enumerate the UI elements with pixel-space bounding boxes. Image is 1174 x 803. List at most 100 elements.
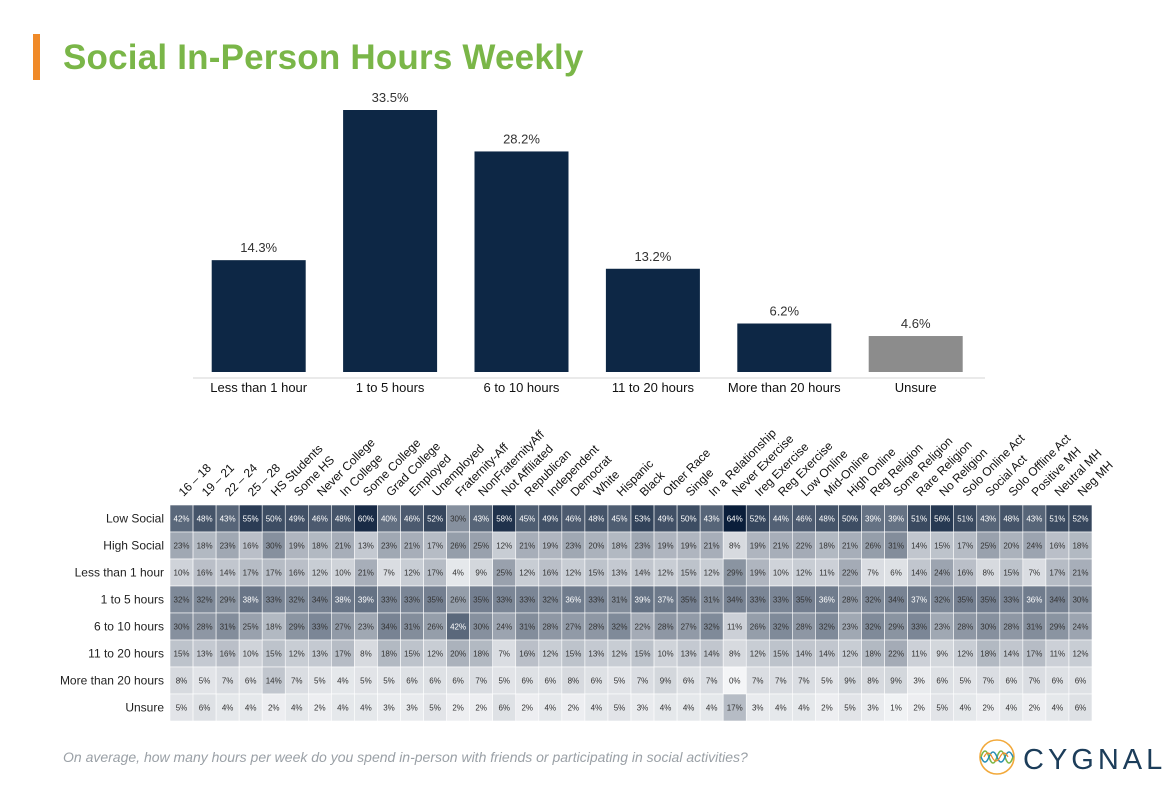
cell-value: 2% — [475, 704, 487, 713]
cell-value: 32% — [197, 596, 213, 605]
cell-value: 4% — [360, 704, 372, 713]
bar-value-label: 6.2% — [769, 304, 799, 319]
row-label: More than 20 hours — [60, 674, 164, 688]
cell-value: 6% — [890, 569, 902, 578]
x-tick-label: 1 to 5 hours — [356, 380, 425, 395]
cell-value: 29% — [1049, 623, 1065, 632]
cell-value: 34% — [1049, 596, 1065, 605]
cell-value: 16% — [197, 569, 213, 578]
cell-value: 8% — [867, 677, 879, 686]
bar-value-label: 13.2% — [634, 249, 671, 264]
cell-value: 16% — [289, 569, 305, 578]
x-tick-label: Unsure — [895, 380, 937, 395]
cell-value: 33% — [312, 623, 328, 632]
cell-value: 8% — [568, 677, 580, 686]
title-accent-bar — [33, 34, 40, 80]
cell-value: 3% — [406, 704, 418, 713]
bar-value-label: 33.5% — [372, 90, 409, 105]
cell-value: 30% — [1072, 596, 1088, 605]
cell-value: 32% — [773, 623, 789, 632]
cell-value: 20% — [450, 650, 466, 659]
cell-value: 6% — [498, 704, 510, 713]
cell-value: 36% — [819, 596, 835, 605]
cell-value: 21% — [335, 542, 351, 551]
cell-value: 11% — [727, 623, 742, 632]
cell-value: 23% — [358, 623, 374, 632]
cell-value: 49% — [658, 515, 674, 524]
cell-value: 17% — [427, 569, 443, 578]
cell-value: 14% — [819, 650, 835, 659]
cell-value: 7% — [1029, 677, 1041, 686]
cell-value: 16% — [957, 569, 973, 578]
cell-value: 35% — [681, 596, 697, 605]
cell-value: 20% — [588, 542, 604, 551]
cell-value: 3% — [383, 704, 395, 713]
cell-value: 3% — [752, 704, 764, 713]
cell-value: 4% — [1006, 704, 1018, 713]
cell-value: 7% — [706, 677, 718, 686]
cell-value: 12% — [496, 542, 512, 551]
cell-value: 5% — [936, 704, 948, 713]
cell-value: 7% — [383, 569, 395, 578]
cell-value: 34% — [727, 596, 743, 605]
cell-value: 28% — [957, 623, 973, 632]
cell-value: 2% — [452, 704, 464, 713]
cell-value: 5% — [429, 704, 441, 713]
cell-value: 19% — [750, 542, 766, 551]
cell-value: 25% — [496, 569, 512, 578]
cell-value: 31% — [220, 623, 236, 632]
cell-value: 21% — [519, 542, 535, 551]
cell-value: 31% — [1026, 623, 1042, 632]
cell-value: 6% — [452, 677, 464, 686]
cell-value: 15% — [934, 542, 950, 551]
cell-value: 4% — [706, 704, 718, 713]
bar — [868, 336, 963, 372]
cell-value: 45% — [611, 515, 627, 524]
cell-value: 19% — [658, 542, 674, 551]
cell-value: 7% — [982, 677, 994, 686]
cell-value: 12% — [704, 569, 720, 578]
cell-value: 34% — [381, 623, 397, 632]
bar — [343, 110, 438, 372]
cell-value: 28% — [842, 596, 858, 605]
cell-value: 5% — [176, 704, 188, 713]
cell-value: 31% — [888, 542, 904, 551]
cell-value: 13% — [197, 650, 213, 659]
cell-value: 4% — [452, 569, 464, 578]
cell-value: 9% — [844, 677, 856, 686]
bar — [474, 151, 569, 372]
cell-value: 43% — [473, 515, 489, 524]
cell-value: 33% — [519, 596, 535, 605]
cell-value: 6% — [683, 677, 695, 686]
cell-value: 3% — [867, 704, 879, 713]
cell-value: 43% — [704, 515, 720, 524]
bar — [605, 268, 700, 372]
chart-canvas: 14.3% Less than 1 hour 33.5% 1 to 5 hours 28… — [60, 90, 1116, 722]
cell-value: 44% — [773, 515, 789, 524]
cell-value: 12% — [289, 650, 305, 659]
cell-value: 3% — [913, 677, 925, 686]
cell-value: 33% — [1003, 596, 1019, 605]
cell-value: 2% — [821, 704, 833, 713]
cell-value: 19% — [750, 569, 766, 578]
cell-value: 19% — [542, 542, 558, 551]
cell-value: 24% — [496, 623, 512, 632]
cell-value: 49% — [289, 515, 305, 524]
cell-value: 21% — [1072, 569, 1088, 578]
cell-value: 40% — [381, 515, 397, 524]
cell-value: 7% — [222, 677, 234, 686]
cell-value: 5% — [199, 677, 211, 686]
cell-value: 6% — [1052, 677, 1064, 686]
x-tick-label: 11 to 20 hours — [612, 380, 695, 395]
cell-value: 23% — [842, 623, 858, 632]
logo-wave-icon — [979, 739, 1015, 775]
cell-value: 16% — [220, 650, 236, 659]
cell-value: 4% — [798, 704, 810, 713]
cell-value: 48% — [335, 515, 351, 524]
cell-value: 35% — [957, 596, 973, 605]
cell-value: 46% — [404, 515, 420, 524]
cell-value: 10% — [243, 650, 259, 659]
cell-value: 17% — [727, 704, 743, 713]
cell-value: 18% — [980, 650, 996, 659]
bar-chart: 14.3% Less than 1 hour 33.5% 1 to 5 hours 28… — [193, 90, 985, 395]
